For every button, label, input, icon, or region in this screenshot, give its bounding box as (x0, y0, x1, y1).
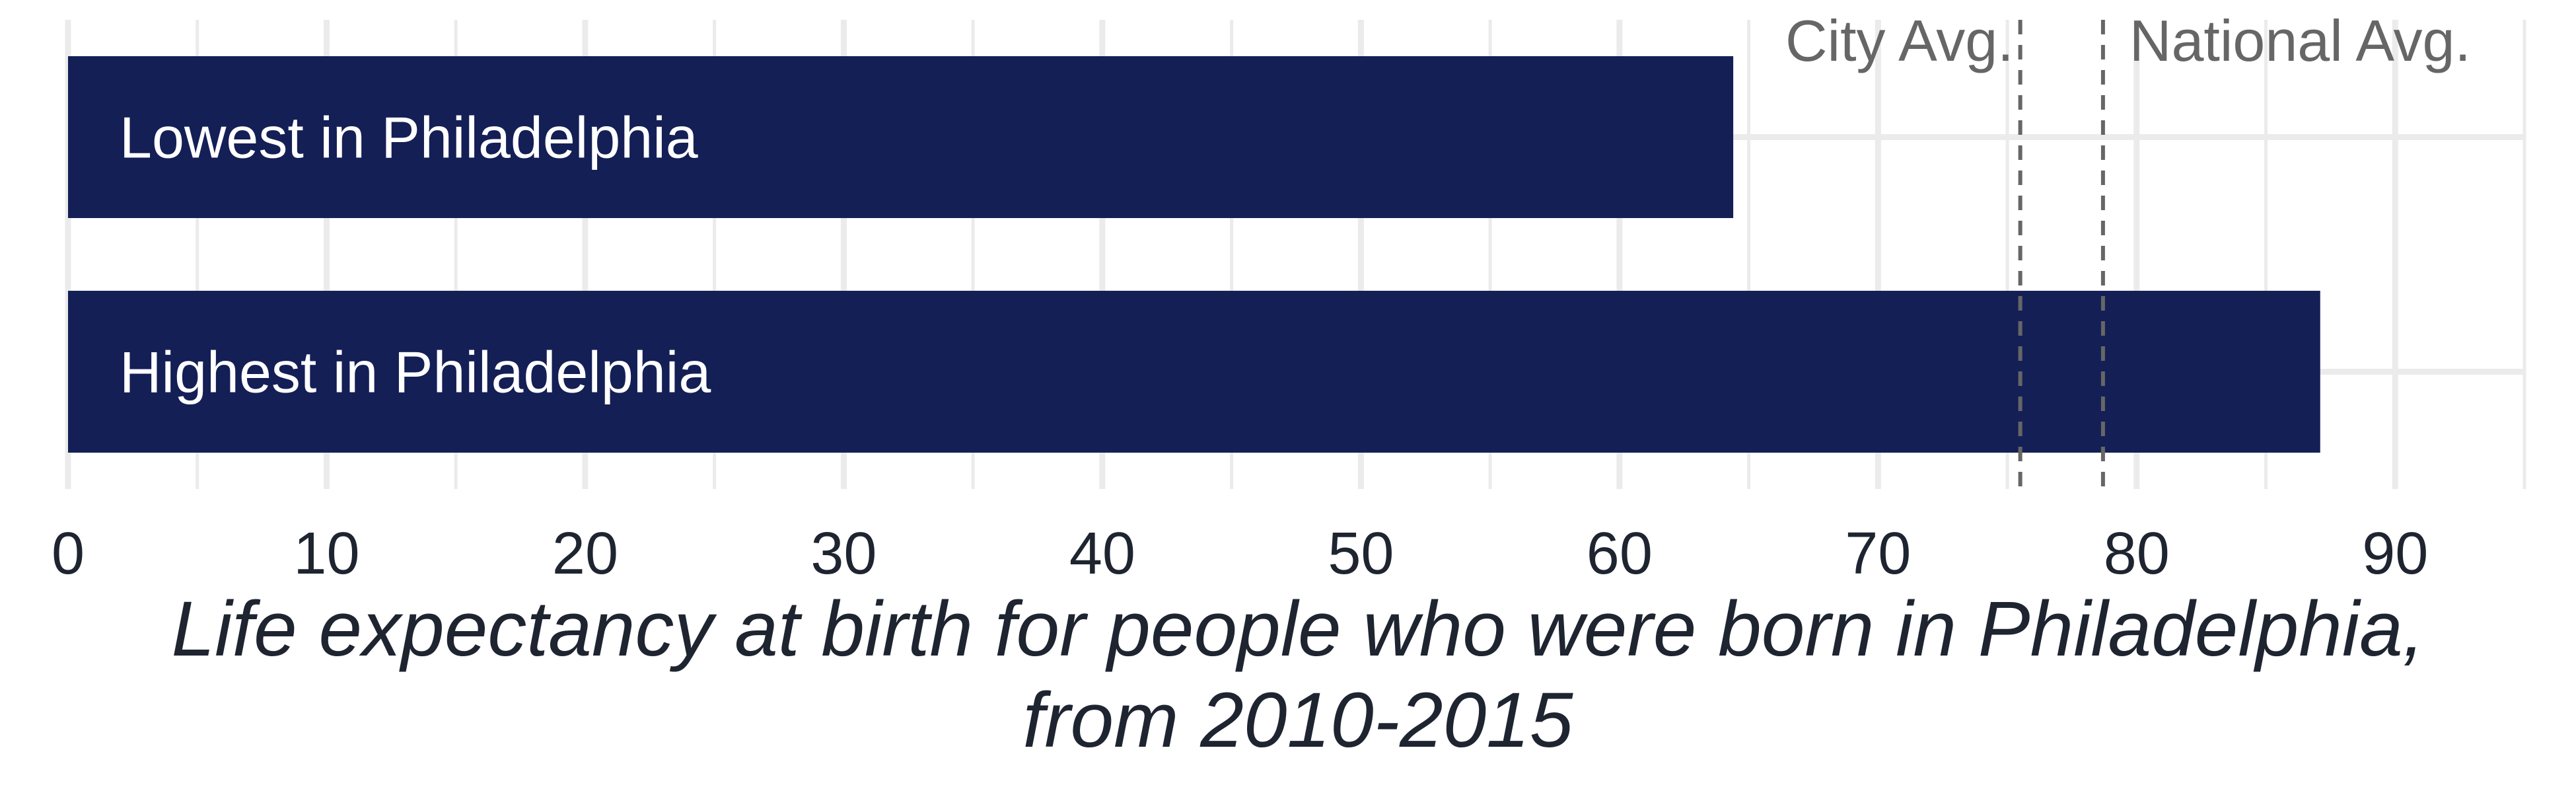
reference-line-label-0: City Avg. (1785, 8, 2014, 73)
x-tick-label-20: 20 (552, 521, 618, 587)
x-axis-ticks: 0 10 20 30 40 50 60 70 80 90 (52, 521, 2428, 587)
reference-line-label-1: National Avg. (2129, 8, 2471, 73)
x-tick-label-60: 60 (1587, 521, 1653, 587)
x-tick-label-50: 50 (1328, 521, 1394, 587)
x-tick-label-40: 40 (1069, 521, 1135, 587)
x-tick-label-0: 0 (52, 521, 85, 587)
x-tick-label-30: 30 (810, 521, 877, 587)
x-tick-label-70: 70 (1845, 521, 1911, 587)
x-axis-title-line-1: Life expectancy at birth for people who … (172, 585, 2425, 673)
x-axis-title-line-2: from 2010-2015 (1022, 677, 1573, 764)
reference-lines: City Avg. National Avg. (1785, 8, 2471, 489)
bar-1 (68, 291, 2320, 453)
bar-0 (68, 56, 1734, 218)
x-tick-label-90: 90 (2362, 521, 2428, 587)
bar-label-0: Lowest in Philadelphia (120, 105, 698, 170)
bars: Lowest in Philadelphia Highest in Philade… (68, 56, 2320, 453)
x-tick-label-10: 10 (293, 521, 359, 587)
bar-label-1: Highest in Philadelphia (120, 340, 711, 405)
x-tick-label-80: 80 (2104, 521, 2170, 587)
